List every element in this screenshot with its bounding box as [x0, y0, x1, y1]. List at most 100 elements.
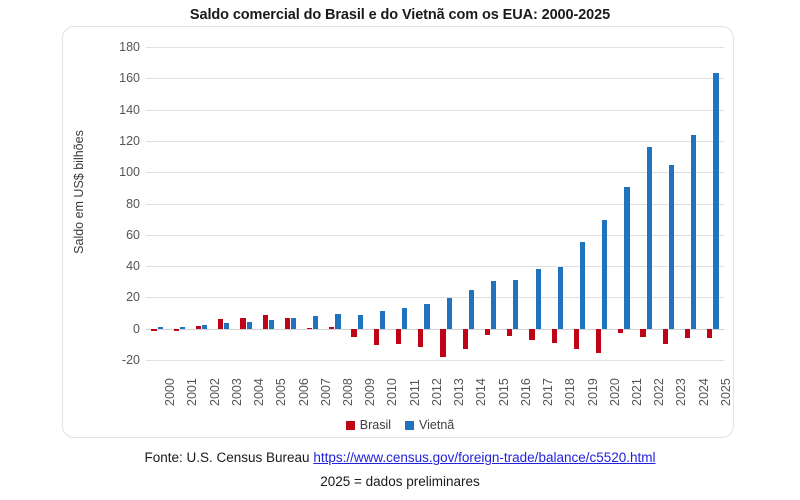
bar-vietn-2009	[357, 314, 363, 329]
bar-brasil-2011	[395, 328, 402, 345]
gridline-100	[146, 172, 724, 174]
x-tick-label-2001: 2001	[185, 378, 200, 406]
x-tick-label-2011: 2011	[407, 379, 422, 406]
bar-vietn-2010	[379, 310, 386, 329]
bar-vietn-2008	[335, 313, 341, 329]
bar-vietn-2005	[268, 320, 274, 329]
gridline-140	[146, 109, 724, 111]
x-tick-label-2004: 2004	[252, 378, 267, 406]
bar-brasil-2010	[373, 328, 379, 346]
bar-vietn-2019	[580, 241, 586, 329]
x-tick-label-2018: 2018	[563, 378, 578, 406]
bar-brasil-2004	[240, 317, 246, 329]
y-tick-label: 40	[126, 259, 140, 274]
chart-frame	[62, 26, 734, 438]
bar-vietn-2021	[624, 187, 630, 329]
gridline-180	[146, 47, 724, 48]
x-tick-label-2013: 2013	[452, 378, 467, 406]
y-tick-label: 20	[126, 290, 140, 305]
bar-vietn-2024	[691, 135, 697, 329]
source-footer: Fonte: U.S. Census Bureau https://www.ce…	[0, 450, 800, 465]
legend-item-vietn[interactable]: Vietnã	[405, 418, 454, 432]
bar-brasil-2006	[284, 317, 290, 329]
x-tick-label-2016: 2016	[518, 378, 533, 406]
bar-brasil-2014	[462, 328, 468, 350]
chart-legend: Brasil Vietnã	[0, 418, 800, 432]
bar-brasil-2008	[329, 327, 335, 329]
bar-vietn-2002	[202, 325, 208, 329]
y-tick-label: 80	[126, 196, 140, 211]
bar-vietn-2018	[557, 266, 563, 329]
legend-label: Vietnã	[419, 418, 455, 432]
bar-vietn-2014	[468, 290, 475, 329]
x-tick-label-2014: 2014	[474, 378, 489, 406]
y-axis-ticks: 180 160 140 120 100 80 60 40 20 0 -20	[94, 40, 140, 367]
x-tick-label-2006: 2006	[296, 378, 311, 406]
legend-swatch-icon	[405, 420, 415, 430]
bar-vietn-2000	[157, 327, 163, 329]
x-tick-label-2010: 2010	[385, 378, 400, 406]
gridline-120	[146, 140, 724, 142]
bar-brasil-2020	[596, 328, 602, 353]
y-tick-label: 60	[126, 227, 140, 242]
bar-brasil-2015	[484, 328, 491, 335]
gridline-80	[146, 203, 724, 205]
y-tick-label: 100	[119, 165, 140, 180]
x-tick-label-2021: 2021	[629, 378, 644, 406]
bar-vietn-2003	[224, 323, 230, 329]
y-tick-label: -20	[121, 353, 140, 367]
x-tick-label-2025: 2025	[718, 378, 733, 406]
y-tick-label: 120	[119, 133, 140, 148]
x-tick-label-2015: 2015	[496, 378, 511, 406]
bar-brasil-2000	[151, 328, 157, 332]
bar-brasil-2017	[529, 328, 535, 341]
x-tick-label-2019: 2019	[585, 378, 600, 406]
x-tick-label-2024: 2024	[696, 378, 711, 406]
preliminary-note: 2025 = dados preliminares	[320, 474, 480, 489]
x-tick-label-2012: 2012	[429, 378, 444, 406]
gridline-160	[146, 78, 724, 80]
bar-vietn-2001	[179, 327, 186, 329]
bar-vietn-2004	[246, 321, 252, 329]
bar-vietn-2025	[713, 72, 719, 329]
bar-vietn-2012	[424, 304, 430, 329]
bars-layer	[146, 47, 724, 360]
source-prefix-text: Fonte: U.S. Census Bureau	[144, 450, 314, 465]
x-tick-label-2022: 2022	[652, 378, 667, 406]
bar-brasil-2018	[551, 328, 557, 343]
bar-vietn-2017	[535, 269, 541, 329]
bar-brasil-2025	[707, 328, 713, 339]
bar-brasil-2024	[684, 328, 691, 339]
bar-vietn-2011	[402, 308, 408, 329]
y-axis-title: Saldo em US$ bilhões	[72, 130, 86, 254]
legend-label: Brasil	[359, 418, 392, 432]
bar-brasil-2019	[573, 328, 579, 350]
bar-brasil-2003	[218, 318, 224, 329]
gridline-20	[146, 297, 724, 299]
bar-vietn-2020	[602, 219, 608, 329]
gridline--20	[146, 360, 724, 361]
x-tick-label-2020: 2020	[607, 378, 622, 406]
bar-brasil-2016	[507, 328, 513, 336]
bar-vietn-2013	[446, 298, 452, 329]
gridline-40	[146, 266, 724, 268]
bar-brasil-2023	[662, 328, 668, 345]
x-tick-label-2008: 2008	[340, 378, 355, 406]
x-tick-label-2000: 2000	[163, 378, 178, 406]
source-url-link[interactable]: https://www.census.gov/foreign-trade/bal…	[313, 450, 656, 465]
x-tick-label-2017: 2017	[541, 378, 556, 406]
legend-item-brasil[interactable]: Brasil	[345, 418, 392, 432]
gridline-60	[146, 234, 724, 236]
x-axis-labels: 2000 2001 2002 2003 2004 2005 2006 2007 2008 2009…	[146, 362, 733, 412]
plot-area	[146, 47, 724, 361]
chart-title: Saldo comercial do Brasil e do Vietnã co…	[189, 7, 611, 23]
bar-brasil-2002	[195, 325, 202, 329]
x-tick-label-2005: 2005	[274, 378, 289, 406]
y-tick-label: 160	[119, 71, 140, 86]
bar-vietn-2023	[668, 165, 675, 329]
x-tick-label-2002: 2002	[207, 378, 222, 406]
x-tick-label-2007: 2007	[318, 378, 333, 406]
x-tick-label-2003: 2003	[229, 378, 244, 406]
y-tick-label: 180	[119, 40, 140, 54]
